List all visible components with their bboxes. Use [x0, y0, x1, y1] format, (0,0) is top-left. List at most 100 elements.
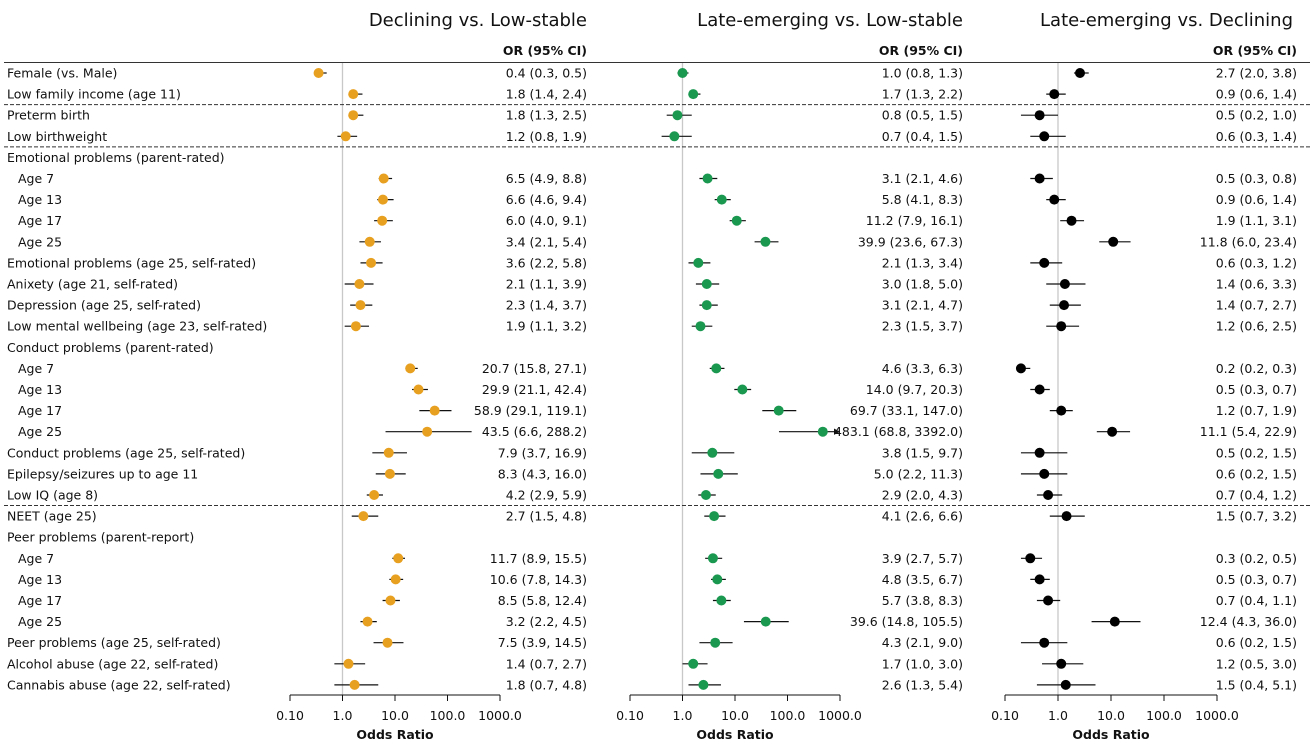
or-ci-value: 1.5 (0.4, 5.1) — [1216, 677, 1297, 692]
or-ci-value: 1.2 (0.8, 1.9) — [506, 129, 587, 144]
or-ci-value: 1.2 (0.6, 2.5) — [1216, 319, 1297, 334]
or-ci-value: 2.1 (1.3, 3.4) — [882, 255, 963, 270]
x-tick-label: 1000.0 — [1195, 708, 1239, 723]
or-ci-value: 58.9 (29.1, 119.1) — [474, 403, 587, 418]
x-tick-label: 100.0 — [770, 708, 806, 723]
or-point — [1109, 616, 1120, 627]
or-ci-value: 0.4 (0.3, 0.5) — [506, 66, 587, 81]
or-ci-value: 1.2 (0.7, 1.9) — [1216, 403, 1297, 418]
or-ci-value: 483.1 (68.8, 3392.0) — [834, 424, 963, 439]
or-ci-value: 1.4 (0.7, 2.7) — [1216, 298, 1297, 313]
or-ci-value: 1.4 (0.7, 2.7) — [506, 656, 587, 671]
x-tick-label: 0.10 — [616, 708, 644, 723]
or-ci-value: 1.8 (1.4, 2.4) — [506, 87, 587, 102]
row-label: Low IQ (age 8) — [7, 488, 98, 503]
or-point — [422, 426, 433, 437]
or-point — [707, 447, 718, 458]
or-ci-value: 2.7 (1.5, 4.8) — [506, 509, 587, 524]
or-point — [1039, 257, 1050, 268]
or-ci-value: 0.5 (0.2, 1.5) — [1216, 445, 1297, 460]
panel-title: Late-emerging vs. Declining — [1040, 10, 1293, 31]
or-point — [669, 131, 680, 142]
or-point — [362, 616, 373, 627]
or-ci-value: 6.0 (4.0, 9.1) — [506, 213, 587, 228]
or-ci-value: 2.1 (1.1, 3.9) — [506, 277, 587, 292]
or-ci-value: 3.4 (2.1, 5.4) — [506, 234, 587, 249]
or-ci-value: 11.8 (6.0, 23.4) — [1200, 234, 1297, 249]
or-ci-value: 4.1 (2.6, 6.6) — [882, 509, 963, 524]
or-ci-value: 0.6 (0.3, 1.2) — [1216, 255, 1297, 270]
row-label: Low mental wellbeing (age 23, self-rated… — [7, 319, 267, 334]
or-ci-header: OR (95% CI) — [1213, 43, 1297, 58]
or-point — [1074, 68, 1085, 78]
or-point — [393, 553, 404, 564]
or-point — [349, 679, 360, 690]
or-point — [1034, 110, 1045, 121]
or-point — [712, 574, 723, 585]
or-ci-value: 1.5 (0.7, 3.2) — [1216, 509, 1297, 524]
or-point — [382, 637, 393, 648]
or-point — [773, 405, 784, 416]
x-tick-label: 10.0 — [381, 708, 409, 723]
or-ci-value: 7.9 (3.7, 16.9) — [498, 445, 587, 460]
or-ci-value: 5.7 (3.8, 8.3) — [882, 593, 963, 608]
or-point — [1039, 468, 1050, 479]
or-point — [358, 511, 369, 522]
row-label: Age 13 — [18, 192, 62, 207]
or-ci-value: 0.8 (0.5, 1.5) — [882, 108, 963, 123]
or-ci-value: 4.6 (3.3, 6.3) — [882, 361, 963, 376]
or-ci-header: OR (95% CI) — [879, 43, 963, 58]
or-ci-value: 0.5 (0.3, 0.8) — [1216, 171, 1297, 186]
row-label: Age 25 — [18, 614, 62, 629]
or-point — [713, 468, 724, 479]
row-label: Conduct problems (age 25, self-rated) — [7, 445, 245, 460]
or-point — [701, 300, 712, 311]
row-label: Preterm birth — [7, 108, 90, 123]
or-point — [760, 616, 771, 627]
or-point — [405, 363, 416, 374]
or-ci-value: 1.0 (0.8, 1.3) — [882, 66, 963, 81]
x-tick-label: 1.0 — [673, 708, 693, 723]
or-ci-value: 10.6 (7.8, 14.3) — [490, 572, 587, 587]
or-point — [313, 68, 324, 78]
row-label: Emotional problems (age 25, self-rated) — [7, 255, 256, 270]
or-ci-value: 1.7 (1.0, 3.0) — [882, 656, 963, 671]
or-ci-value: 0.7 (0.4, 1.5) — [882, 129, 963, 144]
or-ci-value: 20.7 (15.8, 27.1) — [482, 361, 587, 376]
or-point — [1056, 405, 1067, 416]
or-ci-value: 1.9 (1.1, 3.1) — [1216, 213, 1297, 228]
row-label: Age 25 — [18, 424, 62, 439]
or-point — [355, 300, 366, 311]
or-ci-header: OR (95% CI) — [503, 43, 587, 58]
or-point — [1107, 426, 1118, 437]
panel-title: Declining vs. Low-stable — [369, 10, 587, 31]
or-ci-value: 3.2 (2.2, 4.5) — [506, 614, 587, 629]
or-point — [698, 679, 709, 690]
x-tick-label: 1000.0 — [478, 708, 522, 723]
or-ci-value: 69.7 (33.1, 147.0) — [850, 403, 963, 418]
or-ci-value: 1.4 (0.6, 3.3) — [1216, 277, 1297, 292]
row-label: Peer problems (parent-report) — [7, 530, 194, 545]
or-point — [1034, 447, 1045, 458]
or-ci-value: 3.6 (2.2, 5.8) — [506, 255, 587, 270]
or-point — [1059, 279, 1070, 289]
or-point — [384, 468, 395, 479]
or-ci-value: 0.6 (0.3, 1.4) — [1216, 129, 1297, 144]
or-point — [377, 215, 388, 226]
row-label: Alcohol abuse (age 22, self-rated) — [7, 656, 218, 671]
or-ci-value: 0.5 (0.3, 0.7) — [1216, 382, 1297, 397]
x-axis-label: Odds Ratio — [696, 727, 774, 742]
row-label: Depression (age 25, self-rated) — [7, 298, 201, 313]
or-ci-value: 2.7 (2.0, 3.8) — [1216, 66, 1297, 81]
or-ci-value: 1.2 (0.5, 3.0) — [1216, 656, 1297, 671]
or-point — [390, 574, 401, 585]
or-point — [366, 257, 377, 268]
or-point — [385, 595, 396, 606]
or-ci-value: 7.5 (3.9, 14.5) — [498, 635, 587, 650]
or-point — [702, 173, 713, 184]
x-tick-label: 10.0 — [721, 708, 749, 723]
or-point — [695, 321, 706, 332]
or-ci-value: 6.6 (4.6, 9.4) — [506, 192, 587, 207]
row-label: Epilepsy/seizures up to age 11 — [7, 466, 198, 481]
